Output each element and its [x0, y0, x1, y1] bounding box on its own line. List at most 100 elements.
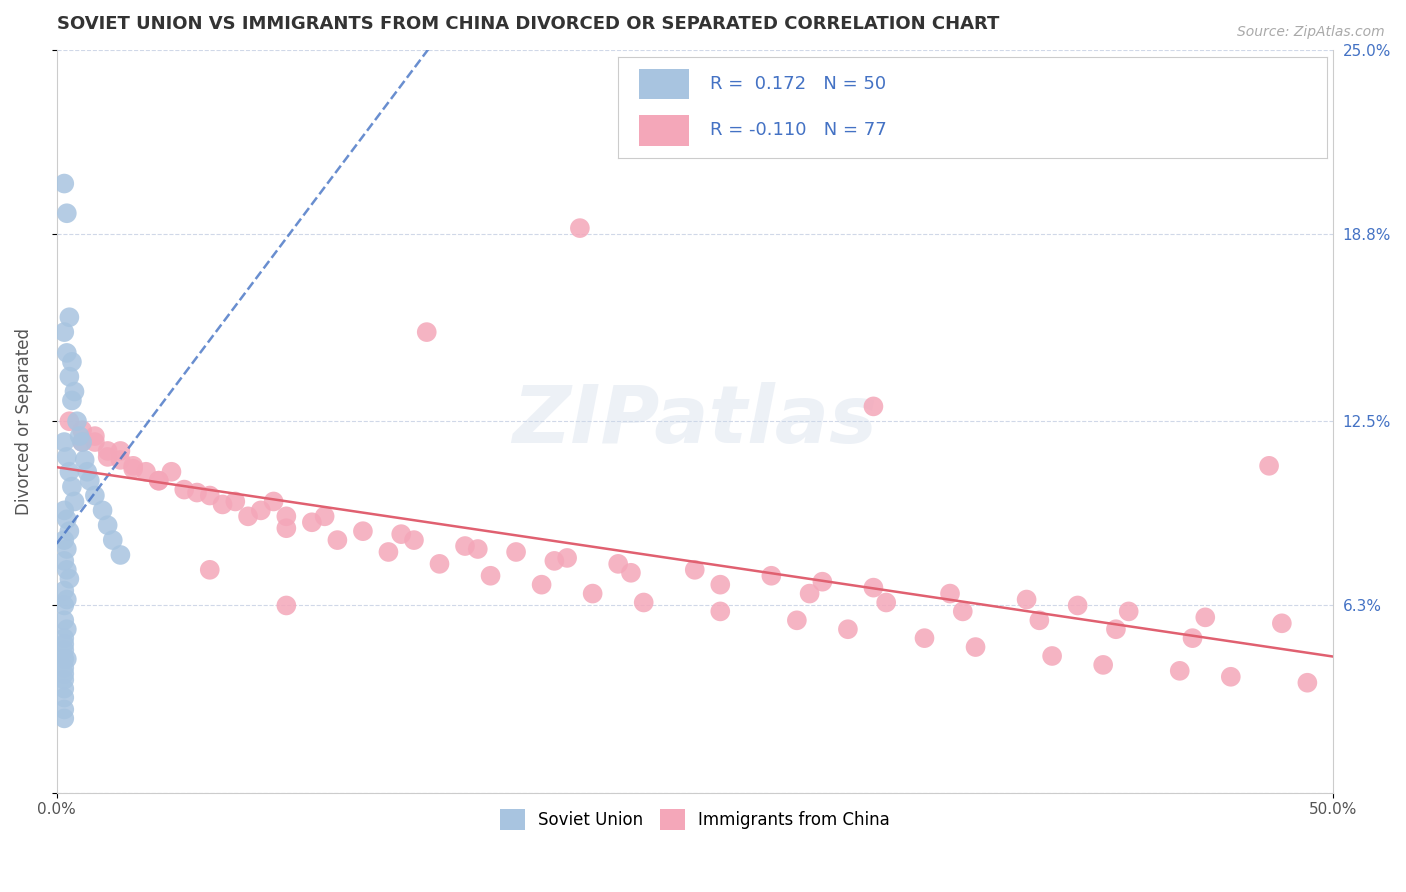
- Immigrants from China: [389, 527, 412, 541]
- Immigrants from China: [862, 400, 884, 414]
- Soviet Union: [53, 643, 76, 657]
- Soviet Union: [66, 414, 89, 428]
- Soviet Union: [70, 435, 93, 450]
- Soviet Union: [73, 453, 96, 467]
- Soviet Union: [53, 177, 76, 191]
- Immigrants from China: [83, 435, 105, 450]
- Immigrants from China: [543, 554, 565, 568]
- Soviet Union: [69, 429, 91, 443]
- Soviet Union: [83, 489, 105, 503]
- Immigrants from China: [276, 509, 298, 524]
- Soviet Union: [53, 666, 76, 681]
- Immigrants from China: [1105, 622, 1128, 636]
- Soviet Union: [56, 512, 79, 526]
- Immigrants from China: [122, 462, 145, 476]
- Immigrants from China: [135, 465, 157, 479]
- Immigrants from China: [173, 483, 195, 497]
- Immigrants from China: [352, 524, 374, 538]
- Immigrants from China: [555, 550, 578, 565]
- Immigrants from China: [965, 640, 987, 654]
- Immigrants from China: [633, 595, 655, 609]
- Immigrants from China: [160, 465, 183, 479]
- Soviet Union: [53, 503, 76, 517]
- Immigrants from China: [402, 533, 425, 547]
- Immigrants from China: [1194, 610, 1216, 624]
- Immigrants from China: [582, 586, 605, 600]
- Soviet Union: [53, 690, 76, 705]
- Soviet Union: [58, 572, 80, 586]
- Immigrants from China: [326, 533, 349, 547]
- Immigrants from China: [58, 414, 80, 428]
- Immigrants from China: [1181, 631, 1204, 645]
- Immigrants from China: [568, 221, 591, 235]
- Soviet Union: [53, 681, 76, 696]
- Immigrants from China: [1092, 657, 1115, 672]
- Text: ZIPatlas: ZIPatlas: [512, 383, 877, 460]
- Immigrants from China: [276, 599, 298, 613]
- Soviet Union: [60, 355, 83, 369]
- Immigrants from China: [1040, 648, 1063, 663]
- Immigrants from China: [97, 444, 120, 458]
- Soviet Union: [58, 465, 80, 479]
- Immigrants from China: [875, 595, 897, 609]
- Immigrants from China: [786, 613, 808, 627]
- Immigrants from China: [1015, 592, 1038, 607]
- Immigrants from China: [1296, 675, 1319, 690]
- Immigrants from China: [276, 521, 298, 535]
- Soviet Union: [56, 652, 79, 666]
- Soviet Union: [56, 592, 79, 607]
- Soviet Union: [53, 583, 76, 598]
- Immigrants from China: [250, 503, 273, 517]
- Soviet Union: [53, 631, 76, 645]
- Immigrants from China: [1028, 613, 1050, 627]
- Soviet Union: [63, 384, 86, 399]
- Immigrants from China: [122, 458, 145, 473]
- Immigrants from China: [914, 631, 936, 645]
- Immigrants from China: [620, 566, 643, 580]
- Soviet Union: [53, 711, 76, 725]
- Y-axis label: Divorced or Separated: Divorced or Separated: [15, 327, 32, 515]
- Immigrants from China: [1219, 670, 1241, 684]
- Immigrants from China: [301, 516, 323, 530]
- Text: Source: ZipAtlas.com: Source: ZipAtlas.com: [1237, 25, 1385, 39]
- Legend: Soviet Union, Immigrants from China: Soviet Union, Immigrants from China: [494, 803, 897, 837]
- Immigrants from China: [263, 494, 285, 508]
- Immigrants from China: [1118, 604, 1140, 618]
- Immigrants from China: [811, 574, 834, 589]
- Immigrants from China: [186, 485, 208, 500]
- Soviet Union: [63, 494, 86, 508]
- Soviet Union: [53, 652, 76, 666]
- Soviet Union: [53, 599, 76, 613]
- Immigrants from China: [479, 568, 502, 582]
- Immigrants from China: [377, 545, 399, 559]
- Immigrants from China: [148, 474, 170, 488]
- Soviet Union: [56, 450, 79, 464]
- Soviet Union: [53, 613, 76, 627]
- Soviet Union: [56, 206, 79, 220]
- Soviet Union: [91, 503, 114, 517]
- Immigrants from China: [505, 545, 527, 559]
- Soviet Union: [56, 346, 79, 360]
- Immigrants from China: [952, 604, 974, 618]
- Immigrants from China: [1258, 458, 1281, 473]
- Soviet Union: [53, 637, 76, 651]
- Immigrants from China: [97, 450, 120, 464]
- Soviet Union: [58, 524, 80, 538]
- Soviet Union: [79, 474, 101, 488]
- Soviet Union: [101, 533, 124, 547]
- Soviet Union: [53, 661, 76, 675]
- Immigrants from China: [314, 509, 336, 524]
- Immigrants from China: [429, 557, 451, 571]
- Soviet Union: [60, 393, 83, 408]
- Immigrants from China: [70, 423, 93, 437]
- Soviet Union: [53, 673, 76, 687]
- Soviet Union: [53, 325, 76, 339]
- Soviet Union: [76, 465, 98, 479]
- Immigrants from China: [761, 568, 783, 582]
- Immigrants from China: [683, 563, 706, 577]
- Immigrants from China: [607, 557, 630, 571]
- Soviet Union: [56, 563, 79, 577]
- Soviet Union: [53, 702, 76, 716]
- Immigrants from China: [198, 489, 221, 503]
- Soviet Union: [60, 480, 83, 494]
